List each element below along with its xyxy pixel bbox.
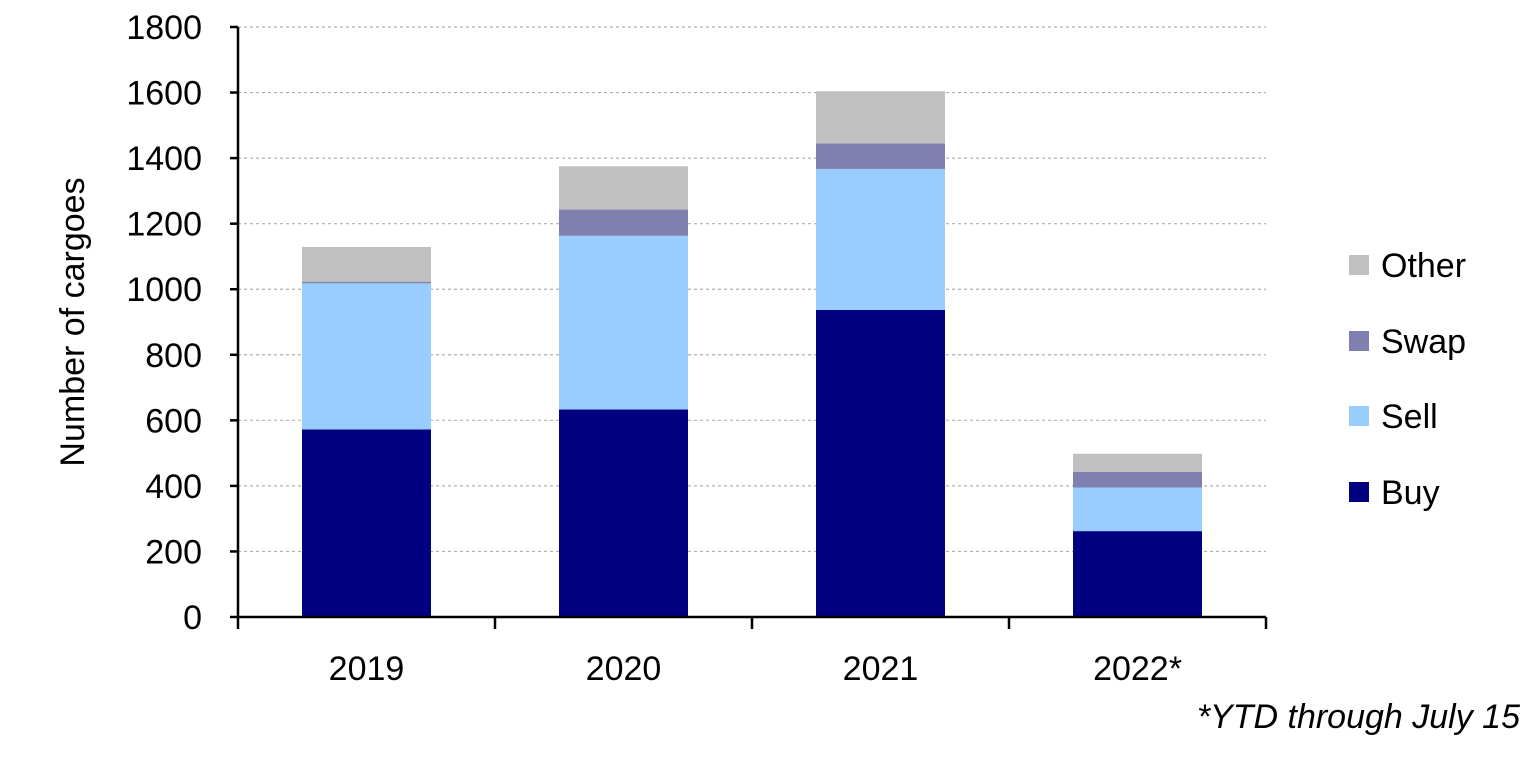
y-tick-label: 600 bbox=[145, 402, 202, 440]
bar-other-2020 bbox=[559, 166, 688, 210]
bar-sell-2022 bbox=[1073, 487, 1202, 532]
legend-label-buy: Buy bbox=[1381, 474, 1440, 512]
bar-other-2019 bbox=[302, 246, 431, 282]
x-tick-label: 2021 bbox=[843, 650, 919, 688]
bar-buy-2019 bbox=[302, 429, 431, 617]
y-tick-label: 1200 bbox=[126, 206, 202, 244]
bar-other-2022 bbox=[1073, 453, 1202, 472]
legend-label-other: Other bbox=[1381, 247, 1466, 285]
y-tick-label: 1000 bbox=[126, 271, 202, 309]
legend-swatch-other bbox=[1349, 255, 1369, 275]
y-tick-label: 400 bbox=[145, 468, 202, 506]
y-tick-label: 0 bbox=[183, 599, 202, 637]
bar-swap-2022 bbox=[1073, 471, 1202, 488]
x-tick-label: 2022* bbox=[1093, 650, 1182, 688]
bar-swap-2021 bbox=[816, 143, 945, 169]
y-tick-label: 1600 bbox=[126, 75, 202, 113]
legend-label-swap: Swap bbox=[1381, 323, 1466, 361]
y-tick-label: 200 bbox=[145, 533, 202, 571]
bar-swap-2019 bbox=[302, 281, 431, 284]
y-tick-label: 800 bbox=[145, 337, 202, 375]
axes: 0 200 400 600 800 1000 1200 1400 1600 1800 2019 202… bbox=[126, 9, 1268, 688]
bar-sell-2019 bbox=[302, 283, 431, 430]
y-axis-title: Number of cargoes bbox=[54, 177, 92, 466]
bar-sell-2020 bbox=[559, 235, 688, 410]
bar-sell-2021 bbox=[816, 168, 945, 310]
y-tick-label: 1400 bbox=[126, 140, 202, 178]
legend: Other Swap Sell Buy bbox=[1349, 247, 1466, 512]
legend-swatch-buy bbox=[1349, 482, 1369, 502]
x-tick-label: 2020 bbox=[586, 650, 662, 688]
bars bbox=[302, 91, 1202, 617]
footnote: *YTD through July 15 bbox=[1196, 698, 1520, 736]
y-tick-label: 1800 bbox=[126, 9, 202, 47]
bar-swap-2020 bbox=[559, 209, 688, 236]
bar-buy-2022 bbox=[1073, 531, 1202, 617]
legend-swatch-sell bbox=[1349, 406, 1369, 426]
legend-swatch-swap bbox=[1349, 331, 1369, 351]
legend-label-sell: Sell bbox=[1381, 398, 1438, 436]
x-tick-label: 2019 bbox=[329, 650, 405, 688]
bar-buy-2020 bbox=[559, 409, 688, 617]
bar-buy-2021 bbox=[816, 309, 945, 617]
bar-other-2021 bbox=[816, 91, 945, 144]
